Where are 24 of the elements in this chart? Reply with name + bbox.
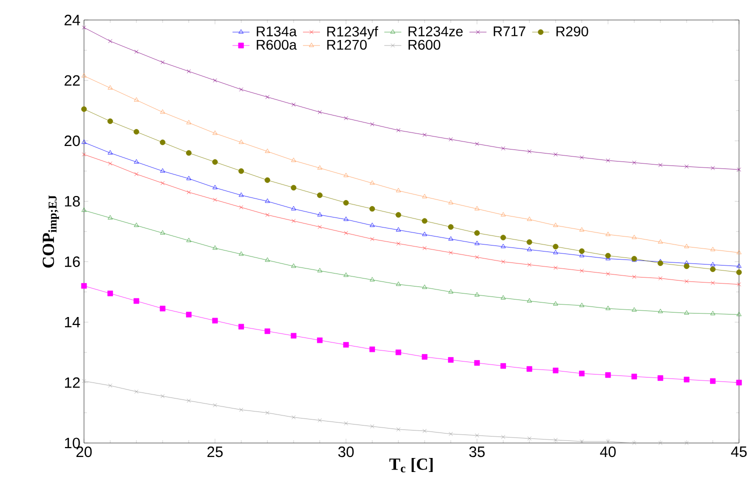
x-tick-label: 35 xyxy=(469,446,485,458)
y-tick-label: 24 xyxy=(64,14,80,26)
x-tick-label: 20 xyxy=(76,446,92,458)
legend-label: R1234ze xyxy=(408,26,463,36)
x-tick-label: 25 xyxy=(207,446,223,458)
legend-label: R290 xyxy=(556,26,588,36)
legend-label: R134a xyxy=(256,26,297,36)
y-tick-label: 20 xyxy=(64,136,80,146)
legend-label: R600 xyxy=(408,40,440,50)
x-tick-label: 30 xyxy=(338,446,354,458)
x-axis-title: T$_{c}$ [C] xyxy=(389,458,433,472)
y-axis-title: COP$_{imp;EJ}$ xyxy=(42,195,60,268)
x-tick-label: 45 xyxy=(731,446,747,457)
legend-label: R717 xyxy=(494,26,526,36)
legend-label: R1234yf xyxy=(327,26,378,40)
y-tick-label: 18 xyxy=(65,196,80,207)
x-tick-label: 40 xyxy=(600,446,616,458)
legend-label: R600a xyxy=(256,40,297,50)
y-tick-label: 12 xyxy=(65,377,80,388)
legend-label: R1270 xyxy=(327,40,367,50)
y-tick-label: 16 xyxy=(65,256,80,267)
y-tick-label: 14 xyxy=(65,317,80,328)
y-tick-label: 10 xyxy=(65,438,80,448)
y-tick-label: 22 xyxy=(64,75,80,86)
